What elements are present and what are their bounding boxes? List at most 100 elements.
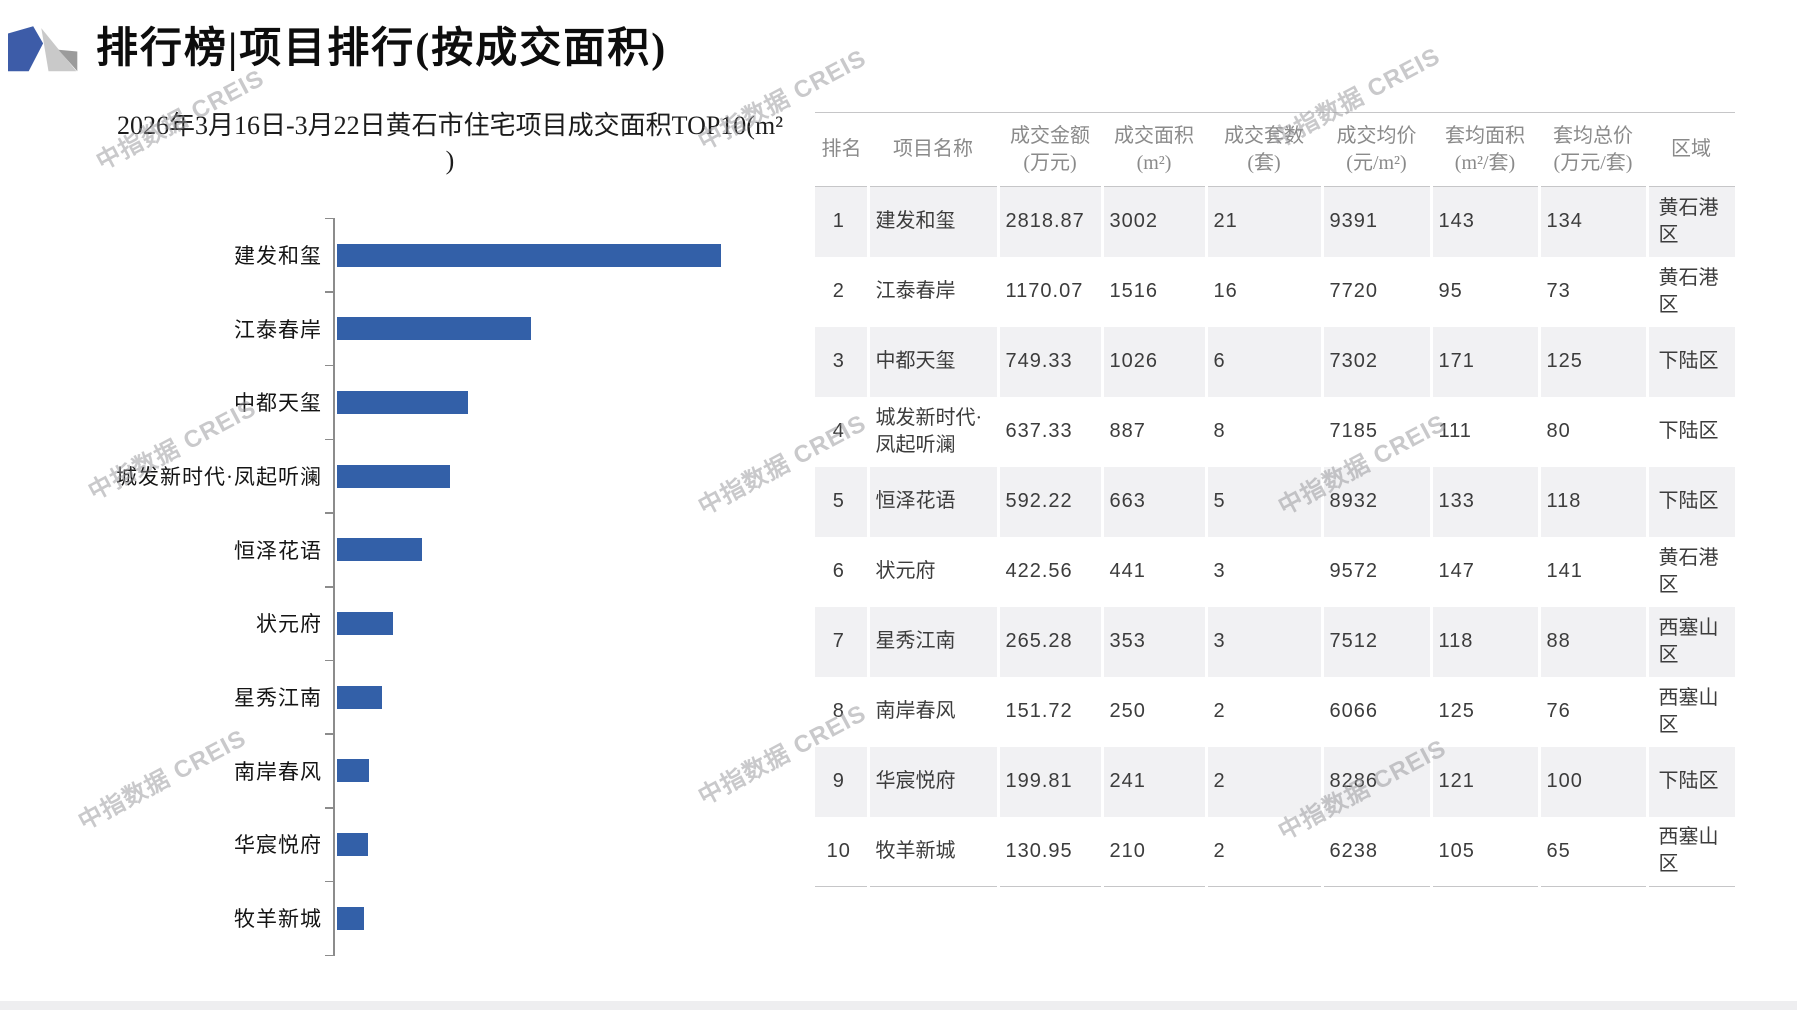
table-cell: 黄石港区 <box>1645 536 1735 607</box>
chart-row: 状元府 <box>60 587 790 661</box>
chart-category-label: 中都天玺 <box>234 391 322 416</box>
chart-y-axis <box>333 218 335 956</box>
table-cell: 133 <box>1429 466 1539 537</box>
table-cell: 250 <box>1100 676 1206 747</box>
chart-row: 恒泽花语 <box>60 513 790 587</box>
chart-bar <box>337 833 368 857</box>
table-cell: 111 <box>1429 396 1539 467</box>
axis-tick <box>325 807 334 809</box>
data-table: 排名 项目名称 成交金额 (万元) 成交面积 (m²) 成交套数 (套) 成交均价 (元/m²) 套… <box>815 112 1735 887</box>
table-cell: 592.22 <box>996 466 1102 537</box>
table-cell: 118 <box>1537 466 1647 537</box>
table-cell: 建发和玺 <box>866 186 998 257</box>
table-header-line2: (万元) <box>1023 151 1077 174</box>
table-cell: 恒泽花语 <box>866 466 998 537</box>
table-cell: 353 <box>1100 606 1206 677</box>
table-header-line1: 套均面积 <box>1445 124 1525 147</box>
chart-category-label: 牧羊新城 <box>234 907 322 932</box>
table-cell: 6238 <box>1320 816 1431 887</box>
table-cell: 1026 <box>1100 326 1206 397</box>
table-header-line2: (元/m²) <box>1346 151 1407 174</box>
table-cell: 100 <box>1537 746 1647 817</box>
table-cell: 3002 <box>1100 186 1206 257</box>
table-cell: 3 <box>1204 606 1322 677</box>
table-header-line1: 排名 <box>821 138 862 160</box>
table-cell: 21 <box>1204 186 1322 257</box>
table-header-line2: (万元/套) <box>1553 151 1633 174</box>
table-header-cell: 套均总价 (万元/套) <box>1539 112 1647 187</box>
table-cell: 8286 <box>1320 746 1431 817</box>
chart-bar <box>337 243 721 267</box>
table-cell: 76 <box>1537 676 1647 747</box>
logo <box>8 20 80 74</box>
table-header-cell: 成交均价 (元/m²) <box>1322 112 1431 187</box>
chart-category-label: 城发新时代·凤起听澜 <box>116 464 322 489</box>
table-row: 1 建发和玺 2818.87 3002 21 9391 143 134 黄石港区 <box>815 186 1735 257</box>
axis-tick <box>325 733 334 735</box>
table-cell: 125 <box>1429 676 1539 747</box>
table-cell: 749.33 <box>996 326 1102 397</box>
table-row: 2 江泰春岸 1170.07 1516 16 7720 95 73 黄石港区 <box>815 256 1735 327</box>
table-cell: 下陆区 <box>1645 396 1735 467</box>
axis-tick <box>325 217 334 219</box>
table-cell: 西塞山区 <box>1645 676 1735 747</box>
table-cell: 8932 <box>1320 466 1431 537</box>
table-cell: 199.81 <box>996 746 1102 817</box>
table-cell: 8 <box>1204 396 1322 467</box>
table-cell: 华宸悦府 <box>866 746 998 817</box>
chart-row: 中都天玺 <box>60 365 790 439</box>
axis-tick <box>325 512 334 514</box>
chart-title: 2026年3月16日-3月22日黄石市住宅项目成交面积TOP10(m² ) <box>80 108 820 178</box>
table-header-line1: 成交金额 <box>1010 124 1090 147</box>
axis-tick <box>325 586 334 588</box>
chart-bar <box>337 759 369 783</box>
table-cell: 105 <box>1429 816 1539 887</box>
table-header-line2: (m²) <box>1136 151 1172 174</box>
table-cell: 6 <box>1204 326 1322 397</box>
table-cell: 2 <box>1204 676 1322 747</box>
table-cell: 80 <box>1537 396 1647 467</box>
table-cell: 2 <box>1204 816 1322 887</box>
table-cell: 88 <box>1537 606 1647 677</box>
table-row: 8 南岸春风 151.72 250 2 6066 125 76 西塞山区 <box>815 676 1735 747</box>
table-cell: 141 <box>1537 536 1647 607</box>
table-cell: 241 <box>1100 746 1206 817</box>
chart-row: 星秀江南 <box>60 660 790 734</box>
table-cell: 134 <box>1537 186 1647 257</box>
table-cell: 65 <box>1537 816 1647 887</box>
table-cell: 2818.87 <box>996 186 1102 257</box>
chart-row: 牧羊新城 <box>60 881 790 955</box>
table-cell: 441 <box>1100 536 1206 607</box>
table-row: 4 城发新时代·凤起听澜 637.33 887 8 7185 111 80 下陆区 <box>815 396 1735 467</box>
table-cell: 9391 <box>1320 186 1431 257</box>
chart-bar <box>337 538 422 562</box>
table-cell: 1516 <box>1100 256 1206 327</box>
table-cell: 143 <box>1429 186 1539 257</box>
table-cell: 5 <box>815 466 868 537</box>
table-cell: 7720 <box>1320 256 1431 327</box>
chart-row: 南岸春风 <box>60 734 790 808</box>
table-cell: 151.72 <box>996 676 1102 747</box>
table-header-line1: 成交面积 <box>1114 124 1194 147</box>
table-cell: 73 <box>1537 256 1647 327</box>
table-cell: 1 <box>815 186 868 257</box>
table-row: 10 牧羊新城 130.95 210 2 6238 105 65 西塞山区 <box>815 816 1735 887</box>
table-cell: 7 <box>815 606 868 677</box>
table-cell: 95 <box>1429 256 1539 327</box>
axis-tick <box>325 659 334 662</box>
table-cell: 下陆区 <box>1645 466 1735 537</box>
axis-tick <box>325 364 334 367</box>
table-row: 7 星秀江南 265.28 353 3 7512 118 88 西塞山区 <box>815 606 1735 677</box>
table-header-cell: 排名 <box>815 112 868 187</box>
chart-bar <box>337 464 450 488</box>
table-cell: 4 <box>832 420 845 442</box>
table-cell: 265.28 <box>996 606 1102 677</box>
chart-category-label: 星秀江南 <box>234 686 322 711</box>
chart-category-label: 恒泽花语 <box>234 538 322 563</box>
table-cell: 1170.07 <box>996 256 1102 327</box>
table-header-line2: (套) <box>1247 151 1281 174</box>
table-row: 9 华宸悦府 199.81 241 2 8286 121 100 下陆区 <box>815 746 1735 817</box>
table-header-line1: 项目名称 <box>893 138 973 160</box>
chart-title-line2: ) <box>445 146 455 175</box>
table-cell: 2 <box>832 280 845 302</box>
